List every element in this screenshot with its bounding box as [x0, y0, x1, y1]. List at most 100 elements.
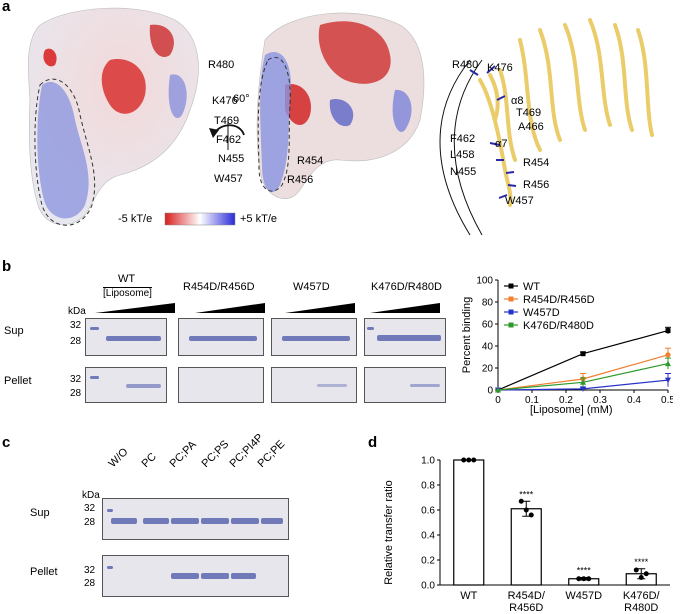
data-point [665, 377, 671, 384]
bar [510, 508, 542, 586]
mid-residue-label: R454 [297, 155, 324, 167]
panel-a-letter: a [2, 0, 11, 15]
y-tick-label: 0 [487, 386, 493, 397]
gel-sup-w457d [271, 318, 357, 356]
panel-c-pellet-label: Pellet [30, 566, 58, 578]
right-residue-label: R454 [523, 157, 550, 169]
liposome-wedges [95, 303, 440, 313]
y-tick-label: 1.0 [421, 456, 435, 467]
transfer-bar-chart: 0.0 0.2 0.4 0.6 0.8 1.0 Relative transfer rati… [383, 456, 670, 614]
data-point [466, 457, 472, 463]
lane-label: W/O [106, 445, 131, 470]
right-residue-label: L458 [450, 149, 475, 161]
y-axis-label: Relative transfer ratio [383, 480, 395, 585]
mid-residue-label: W457 [214, 173, 243, 185]
surface-left [28, 7, 199, 226]
panel-c-mw: 32 [84, 565, 96, 576]
data-point [665, 328, 671, 334]
right-residue-label: α8 [511, 95, 524, 107]
data-point [576, 576, 582, 582]
right-residue-label: K476 [487, 62, 513, 74]
data-point [665, 352, 671, 358]
category-label: K476D/ [623, 590, 661, 602]
data-point [528, 512, 534, 518]
right-residue-label: T469 [516, 107, 542, 119]
data-point [580, 386, 586, 392]
mid-residue-label: F462 [216, 134, 242, 146]
electrostatic-scale-bar [164, 212, 236, 226]
significance-label: **** [519, 489, 534, 499]
panel-b-pellet-label: Pellet [4, 375, 32, 387]
y-tick-label: 40 [482, 342, 494, 353]
gel-pellet-w457d [271, 367, 357, 403]
side-chains [469, 65, 517, 199]
panel-b-mw: 28 [70, 388, 82, 399]
panel-c-letter: c [2, 434, 11, 451]
gel-sup-k476d [364, 318, 446, 356]
bar [453, 459, 485, 586]
panel-a-structures [28, 7, 654, 236]
lane-label: PC [139, 450, 159, 470]
y-tick-label: 20 [482, 364, 494, 375]
data-point [665, 360, 671, 367]
data-point [580, 351, 586, 357]
data-point [461, 457, 467, 463]
panel-b-sup-label: Sup [4, 325, 24, 337]
y-tick-label: 0.0 [421, 581, 435, 592]
right-residue-label: R480 [452, 59, 479, 71]
lane-label: PC;PS [199, 438, 232, 470]
panel-b-mw: 32 [70, 374, 82, 385]
y-tick-label: 0.2 [421, 556, 435, 567]
right-residue-label: F462 [450, 133, 476, 145]
gel-pellet-k476d [364, 367, 446, 403]
panel-c-sup-label: Sup [30, 507, 50, 519]
y-tick-label: 0.8 [421, 481, 435, 492]
gel-pellet-r454d [178, 367, 264, 403]
x-tick-label: 0.2 [559, 395, 573, 406]
data-point [586, 576, 592, 582]
significance-label: **** [577, 566, 592, 576]
panel-b-kda: kDa [68, 306, 86, 317]
panel-b-mw: 28 [70, 336, 82, 347]
y-tick-label: 0.6 [421, 506, 435, 517]
scale-max-label: +5 kT/e [240, 213, 277, 225]
panel-d-letter: d [368, 434, 378, 451]
gel-c-pellet [102, 555, 289, 597]
panel-c-mw: 32 [84, 503, 96, 514]
membrane-lines [439, 59, 483, 236]
data-point [518, 498, 524, 504]
category-label: WT [460, 590, 477, 602]
x-tick-label: 0.1 [525, 395, 539, 406]
rotation-label: 60° [233, 93, 250, 105]
scale-min-label: -5 kT/e [118, 213, 153, 225]
gel-sup-r454d [178, 318, 264, 356]
group-label-k476d: K476D/R480D [371, 281, 442, 293]
legend-marker [508, 296, 514, 302]
x-tick-label: 0.5 [661, 395, 673, 406]
liposome-label: [Liposome] [103, 288, 152, 299]
legend-label: R454D/R456D [523, 294, 595, 306]
legend-label: WT [523, 281, 540, 293]
data-point [471, 457, 477, 463]
panel-c-mw: 28 [84, 578, 96, 589]
data-point [581, 576, 587, 582]
category-label: W457D [565, 590, 602, 602]
binding-line-chart: 0 20 40 60 80 100 0 0.1 0.2 0.3 0.4 0.5 Percent bind… [461, 276, 673, 407]
mid-residue-label: R456 [287, 174, 314, 186]
right-residue-label: N455 [450, 166, 477, 178]
panel-c-kda: kDa [82, 490, 100, 501]
x-tick-label: 0.4 [627, 395, 641, 406]
right-residue-label: W457 [505, 195, 534, 207]
legend-label: K476D/R480D [523, 320, 594, 332]
line-chart-xlabel: [Liposome] (mM) [530, 404, 613, 416]
category-label: R456D [509, 602, 543, 614]
data-point [580, 379, 586, 385]
cartoon-structure [478, 18, 654, 207]
panel-b-letter: b [2, 258, 12, 275]
significance-label: **** [634, 557, 649, 567]
mid-residue-label: R480 [208, 59, 235, 71]
category-label: R480D [624, 602, 658, 614]
group-label-r454d: R454D/R456D [183, 281, 255, 293]
x-tick-label: 0.3 [593, 395, 607, 406]
y-axis-label: Percent binding [461, 297, 473, 373]
